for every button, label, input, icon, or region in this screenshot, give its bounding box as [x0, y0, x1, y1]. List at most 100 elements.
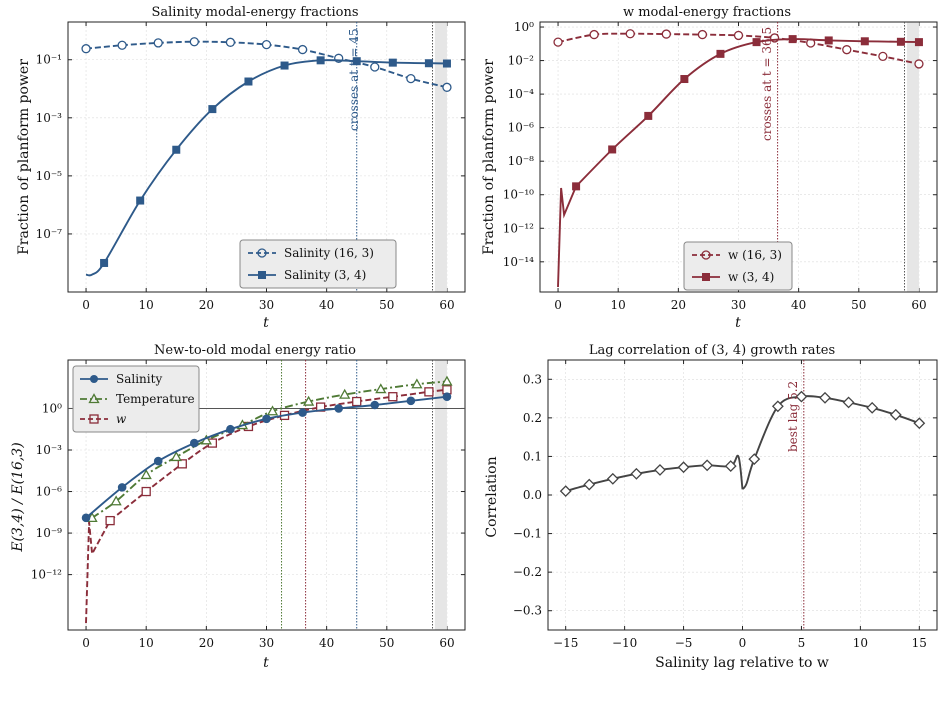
data-point	[914, 38, 923, 47]
legend-label: w	[116, 412, 127, 426]
data-point	[388, 392, 398, 402]
x-tick-label: −15	[553, 636, 578, 650]
x-tick-label: 10	[611, 298, 626, 312]
y-tick-label: −0.3	[513, 604, 542, 618]
data-point	[406, 73, 416, 84]
data-point	[411, 378, 423, 389]
x-tick-label: 20	[199, 636, 214, 650]
data-point	[225, 37, 236, 47]
data-point	[553, 37, 563, 47]
y-tick-label: 10⁻¹	[36, 53, 62, 67]
data-point	[441, 375, 453, 386]
data-point	[177, 459, 187, 469]
y-tick-label: 10⁻³	[36, 443, 63, 457]
y-tick-label: 10⁻¹⁰	[503, 188, 534, 202]
panel-energy-ratio: New-to-old modal energy ratio 0 10 20 30 40 5…	[10, 343, 466, 671]
y-tick-label: 10⁻⁹	[36, 526, 63, 540]
x-tick-label: 30	[259, 636, 274, 650]
data-point	[795, 390, 808, 403]
data-point	[189, 37, 199, 47]
legend-marker-triangle	[88, 393, 100, 404]
data-point	[442, 82, 452, 92]
data-point	[81, 44, 91, 54]
data-point	[716, 49, 725, 58]
x-tick-label: 60	[439, 298, 454, 312]
data-point	[842, 45, 852, 55]
data-point	[334, 404, 343, 413]
data-point	[442, 59, 451, 68]
x-tick-label: 40	[319, 636, 334, 650]
data-point	[677, 461, 690, 474]
y-tick-label: 10⁻⁴	[508, 87, 535, 101]
y-tick-label: 10⁻⁸	[508, 154, 535, 168]
x-tick-label: 50	[379, 298, 394, 312]
data-point	[170, 451, 182, 462]
data-point	[280, 61, 289, 70]
x-tick-label: 40	[791, 298, 806, 312]
x-tick-label: 10	[139, 636, 154, 650]
data-point	[244, 77, 253, 86]
data-point	[583, 478, 596, 491]
x-tick-label: 20	[671, 298, 686, 312]
data-point	[630, 467, 643, 480]
data-point	[913, 417, 926, 430]
data-point	[606, 472, 619, 485]
data-point	[208, 105, 217, 114]
data-point	[141, 486, 151, 497]
data-point	[771, 400, 784, 413]
x-tick-label: 50	[379, 636, 394, 650]
y-tick-label: 0.0	[523, 488, 542, 502]
data-point	[117, 40, 127, 50]
data-point	[105, 515, 115, 526]
plot-area	[68, 360, 465, 630]
data-point	[153, 38, 163, 48]
y-tick-label: 10⁰	[514, 20, 534, 34]
x-tick-label: 0	[82, 298, 90, 312]
x-tick-label: 30	[259, 298, 274, 312]
data-point	[100, 258, 109, 267]
panel-w-fractions: w modal-energy fractions 0 10 20 30 40 50 60 1…	[481, 5, 938, 331]
data-point	[748, 453, 761, 466]
data-point	[625, 29, 635, 39]
data-point	[153, 456, 163, 466]
data-point	[589, 29, 599, 40]
y-tick-label: 0.3	[523, 372, 542, 386]
y-tick-label: −0.1	[513, 527, 542, 541]
legend-marker-circle	[701, 250, 711, 260]
data-point	[302, 395, 315, 406]
legend-label: Salinity (16, 3)	[284, 246, 374, 260]
crossing-annotation: crosses at t = 36.5	[760, 27, 774, 141]
data-point	[375, 383, 387, 394]
data-point	[572, 182, 581, 191]
data-point	[172, 145, 181, 154]
y-tick-label: 10⁻⁷	[36, 227, 63, 241]
data-point	[680, 75, 689, 84]
data-point	[297, 44, 308, 55]
y-axis-label: E(3,4) / E(16,3)	[10, 442, 26, 552]
x-axis-label: t	[263, 315, 269, 331]
y-tick-label: 10⁻¹²	[31, 568, 62, 582]
x-axis-label: Salinity lag relative to w	[655, 655, 829, 671]
data-point	[261, 39, 272, 50]
correlation-line-left	[565, 454, 744, 493]
best-lag-annotation: best lag 5.2	[786, 381, 800, 452]
x-tick-label: 0	[554, 298, 562, 312]
legend-label: w (3, 4)	[728, 270, 774, 284]
data-point	[266, 405, 279, 416]
y-tick-label: 10⁻⁶	[36, 485, 63, 499]
data-point	[226, 424, 235, 434]
y-axis-label: Correlation	[484, 456, 500, 537]
legend-marker-square	[258, 271, 266, 279]
data-point	[889, 408, 902, 421]
data-point	[442, 392, 452, 401]
data-point	[860, 37, 869, 46]
x-tick-label: 60	[439, 636, 454, 650]
x-tick-label: 20	[199, 298, 214, 312]
data-point	[190, 438, 199, 448]
x-tick-label: 15	[912, 636, 927, 650]
legend-label: Temperature	[116, 392, 195, 406]
crossing-annotation: crosses at t = 45	[347, 28, 361, 131]
legend-marker-circle	[90, 375, 98, 383]
y-tick-label: 0.2	[523, 411, 542, 425]
